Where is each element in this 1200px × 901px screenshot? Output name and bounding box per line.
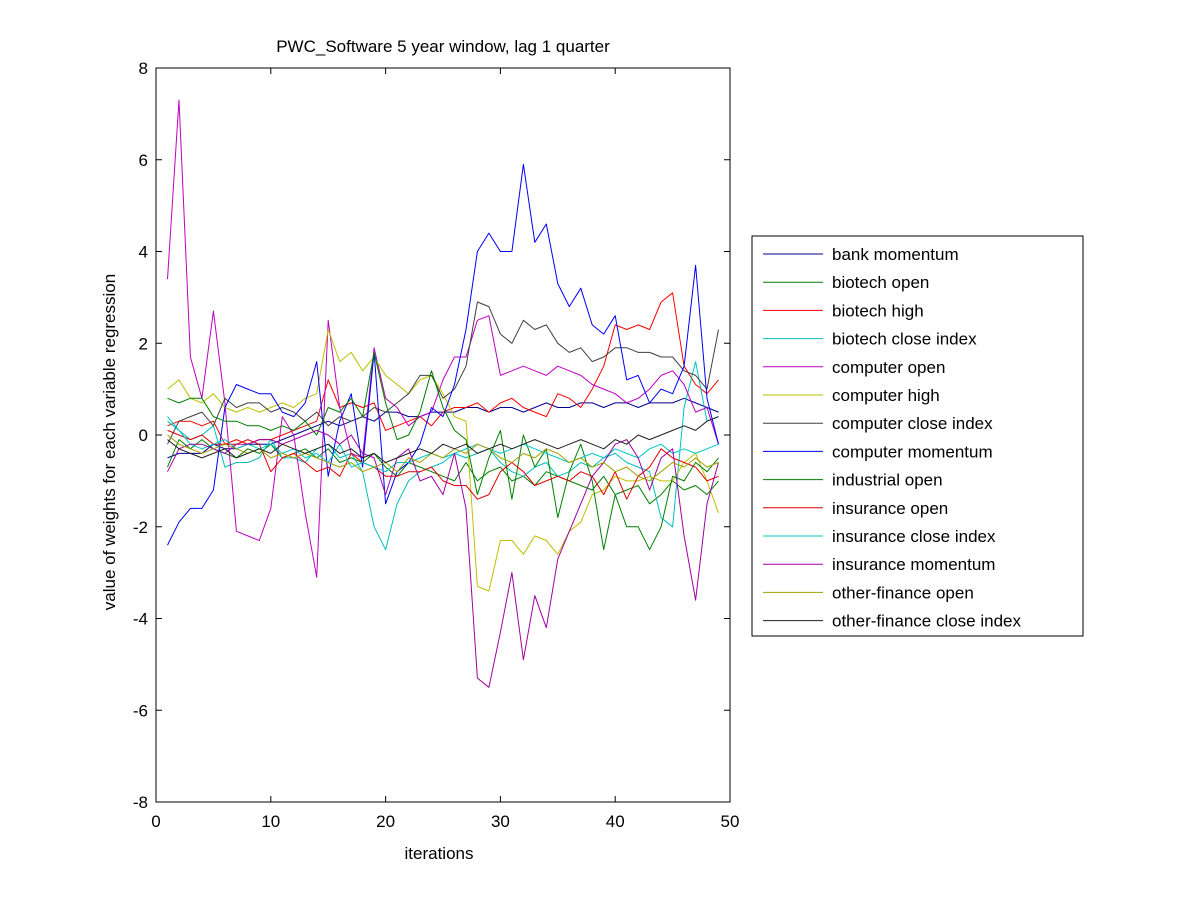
x-axis-label: iterations <box>405 844 474 863</box>
legend-label: computer momentum <box>832 442 993 461</box>
legend-label: bank momentum <box>832 245 959 264</box>
legend-label: other-finance close index <box>832 612 1022 631</box>
x-tick-label: 30 <box>491 812 510 831</box>
y-tick-label: -8 <box>133 793 148 812</box>
x-tick-label: 50 <box>721 812 740 831</box>
y-axis-label: value of weights for each variable regre… <box>100 274 119 610</box>
plot-area <box>155 67 731 803</box>
legend: bank momentum biotech open biotech high bio… <box>751 235 1084 637</box>
y-tick-label: -4 <box>133 610 148 629</box>
legend-label: other-finance open <box>832 583 974 602</box>
legend-label: computer close index <box>832 414 993 433</box>
legend-label: computer open <box>832 358 945 377</box>
x-tick-label: 40 <box>606 812 625 831</box>
legend-box <box>751 235 1084 637</box>
chart-title: PWC_Software 5 year window, lag 1 quarte… <box>276 37 610 56</box>
legend-label: insurance open <box>832 499 948 518</box>
x-tick-label: 10 <box>261 812 280 831</box>
y-tick-label: -2 <box>133 518 148 537</box>
series-line-industrial-open <box>167 351 719 551</box>
legend-label: industrial open <box>832 471 943 490</box>
x-axis: 0 10 20 30 40 50 <box>151 68 739 831</box>
series-line-other-finance-close-index <box>167 416 719 463</box>
y-tick-label: 0 <box>139 426 148 445</box>
y-tick-label: 6 <box>139 151 148 170</box>
legend-label: insurance momentum <box>832 555 995 574</box>
series-line-biotech-open <box>167 439 719 505</box>
x-tick-label: 20 <box>376 812 395 831</box>
series-line-biotech-close-index <box>167 361 719 551</box>
series-lines <box>167 99 719 688</box>
series-line-computer-momentum <box>167 163 719 546</box>
legend-items: bank momentum biotech open biotech high bio… <box>763 245 1022 631</box>
y-axis: 8 6 4 2 0 -2 -4 -6 -8 <box>133 59 730 812</box>
y-tick-label: 8 <box>139 59 148 78</box>
y-tick-label: 4 <box>139 243 148 262</box>
legend-label: biotech high <box>832 301 924 320</box>
series-line-computer-open <box>167 99 719 578</box>
x-tick-label: 0 <box>151 812 160 831</box>
y-tick-label: 2 <box>139 334 148 353</box>
series-line-insurance-momentum <box>167 429 719 688</box>
legend-label: insurance close index <box>832 527 996 546</box>
legend-label: biotech open <box>832 273 929 292</box>
series-line-computer-high <box>167 329 719 592</box>
legend-label: computer high <box>832 386 940 405</box>
y-tick-label: -6 <box>133 701 148 720</box>
legend-label: biotech close index <box>832 330 977 349</box>
series-line-insurance-open <box>167 429 719 500</box>
series-line-computer-close-index <box>167 301 719 445</box>
